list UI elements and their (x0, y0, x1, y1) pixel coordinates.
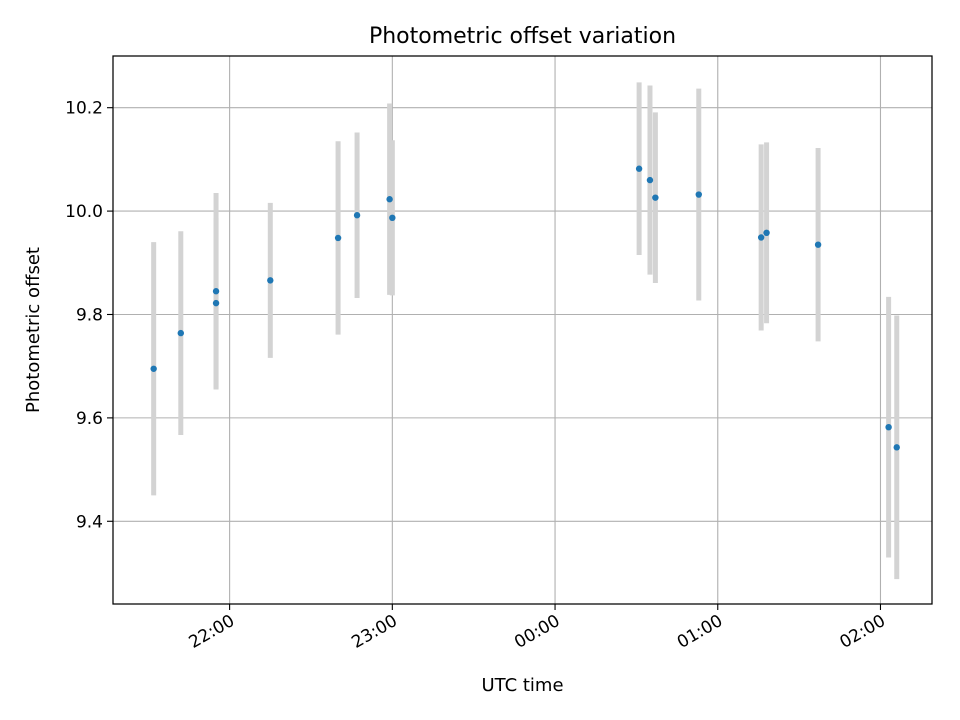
y-axis-label: Photometric offset (23, 247, 44, 413)
data-point (763, 229, 770, 237)
data-point (334, 234, 342, 242)
data-points (150, 165, 900, 451)
y-tick-label: 9.6 (76, 409, 103, 429)
data-point (389, 214, 396, 222)
x-axis-label: UTC time (481, 675, 563, 696)
data-point (695, 191, 702, 198)
data-point (267, 277, 274, 284)
data-point (652, 194, 659, 201)
data-point (757, 234, 765, 241)
y-tick-label: 10.0 (65, 202, 103, 222)
y-axis-ticks: 9.4 9.6 9.8 10.0 10.2 (65, 99, 113, 532)
y-tick-label: 9.4 (76, 512, 103, 532)
data-point (814, 241, 822, 248)
data-point (177, 329, 184, 337)
chart-title: Photometric offset variation (369, 24, 676, 49)
data-point (885, 423, 892, 431)
data-point (635, 165, 643, 172)
y-tick-label: 9.8 (76, 305, 103, 325)
y-tick-label: 10.2 (65, 99, 103, 119)
data-point (212, 288, 220, 295)
grid (113, 56, 932, 604)
data-point (893, 444, 900, 451)
data-point (386, 196, 393, 203)
plot-frame (112, 55, 933, 605)
data-point (353, 212, 361, 219)
data-point (646, 176, 654, 184)
data-point (212, 299, 220, 307)
data-point (150, 365, 157, 372)
